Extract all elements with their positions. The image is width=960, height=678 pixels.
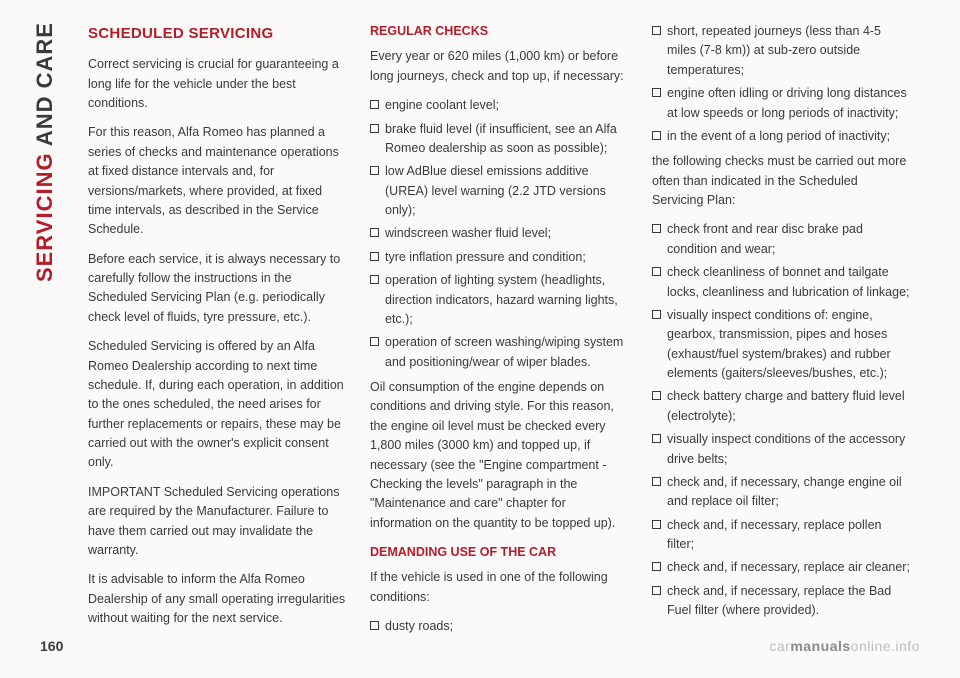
square-bullet-icon: [652, 562, 661, 571]
bullet-item: check and, if necessary, change engine o…: [652, 473, 910, 512]
bullet-item: check front and rear disc brake pad cond…: [652, 220, 910, 259]
square-bullet-icon: [652, 267, 661, 276]
bullet-item: low AdBlue diesel emissions additive (UR…: [370, 162, 628, 220]
bullet-item: engine coolant level;: [370, 96, 628, 115]
square-bullet-icon: [652, 586, 661, 595]
page: SERVICING AND CARE SCHEDULED SERVICING C…: [0, 0, 960, 678]
bullet-text: dusty roads;: [385, 617, 628, 636]
bullet-item: operation of lighting system (headlights…: [370, 271, 628, 329]
heading-demanding-use: DEMANDING USE OF THE CAR: [370, 543, 628, 562]
square-bullet-icon: [652, 26, 661, 35]
page-number: 160: [40, 638, 63, 654]
column-3: short, repeated journeys (less than 4-5 …: [652, 22, 910, 641]
watermark-part: car: [769, 638, 790, 654]
bullet-item: brake fluid level (if insufficient, see …: [370, 120, 628, 159]
bullet-item: engine often idling or driving long dist…: [652, 84, 910, 123]
intro-text: the following checks must be carried out…: [652, 152, 910, 210]
square-bullet-icon: [652, 131, 661, 140]
heading-regular-checks: REGULAR CHECKS: [370, 22, 628, 41]
para: IMPORTANT Scheduled Servicing operations…: [88, 483, 346, 561]
watermark: carmanualsonline.info: [769, 638, 920, 654]
column-1: SCHEDULED SERVICING Correct servicing is…: [88, 22, 346, 641]
bullet-text: check and, if necessary, replace the Bad…: [667, 582, 910, 621]
bullet-text: low AdBlue diesel emissions additive (UR…: [385, 162, 628, 220]
bullet-text: engine often idling or driving long dist…: [667, 84, 910, 123]
bullet-item: check and, if necessary, replace pollen …: [652, 516, 910, 555]
bullet-text: in the event of a long period of inactiv…: [667, 127, 910, 146]
bullet-item: check and, if necessary, replace air cle…: [652, 558, 910, 577]
intro-text: If the vehicle is used in one of the fol…: [370, 568, 628, 607]
bullet-item: tyre inflation pressure and condition;: [370, 248, 628, 267]
watermark-part: manuals: [790, 638, 850, 654]
square-bullet-icon: [652, 224, 661, 233]
bullet-item: check and, if necessary, replace the Bad…: [652, 582, 910, 621]
bullet-item: visually inspect conditions of: engine, …: [652, 306, 910, 384]
para: Correct servicing is crucial for guarant…: [88, 55, 346, 113]
square-bullet-icon: [652, 434, 661, 443]
bullet-text: brake fluid level (if insufficient, see …: [385, 120, 628, 159]
bullet-text: visually inspect conditions of the acces…: [667, 430, 910, 469]
square-bullet-icon: [370, 621, 379, 630]
bullet-text: check and, if necessary, replace air cle…: [667, 558, 910, 577]
bullet-text: check and, if necessary, replace pollen …: [667, 516, 910, 555]
para: Scheduled Servicing is offered by an Alf…: [88, 337, 346, 473]
bullet-text: visually inspect conditions of: engine, …: [667, 306, 910, 384]
para: It is advisable to inform the Alfa Romeo…: [88, 570, 346, 628]
square-bullet-icon: [370, 228, 379, 237]
square-bullet-icon: [652, 310, 661, 319]
bullet-text: check cleanliness of bonnet and tailgate…: [667, 263, 910, 302]
heading-scheduled-servicing: SCHEDULED SERVICING: [88, 22, 346, 45]
square-bullet-icon: [652, 391, 661, 400]
bullet-item: operation of screen washing/wiping syste…: [370, 333, 628, 372]
bullet-item: visually inspect conditions of the acces…: [652, 430, 910, 469]
bullet-item: short, repeated journeys (less than 4-5 …: [652, 22, 910, 80]
intro-text: Every year or 620 miles (1,000 km) or be…: [370, 47, 628, 86]
bullet-text: operation of lighting system (headlights…: [385, 271, 628, 329]
bullet-text: short, repeated journeys (less than 4-5 …: [667, 22, 910, 80]
bullet-text: check and, if necessary, change engine o…: [667, 473, 910, 512]
bullet-item: in the event of a long period of inactiv…: [652, 127, 910, 146]
section-tab: SERVICING AND CARE: [32, 22, 58, 282]
square-bullet-icon: [370, 124, 379, 133]
bullet-text: operation of screen washing/wiping syste…: [385, 333, 628, 372]
square-bullet-icon: [370, 337, 379, 346]
square-bullet-icon: [370, 166, 379, 175]
square-bullet-icon: [652, 520, 661, 529]
square-bullet-icon: [652, 477, 661, 486]
para: Before each service, it is always necess…: [88, 250, 346, 328]
bullet-text: tyre inflation pressure and condition;: [385, 248, 628, 267]
section-tab-accent: SERVICING: [32, 152, 57, 282]
square-bullet-icon: [652, 88, 661, 97]
bullet-text: windscreen washer fluid level;: [385, 224, 628, 243]
square-bullet-icon: [370, 252, 379, 261]
square-bullet-icon: [370, 100, 379, 109]
column-2: REGULAR CHECKS Every year or 620 miles (…: [370, 22, 628, 641]
bullet-text: check front and rear disc brake pad cond…: [667, 220, 910, 259]
bullet-text: engine coolant level;: [385, 96, 628, 115]
bullet-text: check battery charge and battery fluid l…: [667, 387, 910, 426]
bullet-item: check battery charge and battery fluid l…: [652, 387, 910, 426]
bullet-item: dusty roads;: [370, 617, 628, 636]
content-columns: SCHEDULED SERVICING Correct servicing is…: [88, 22, 910, 641]
watermark-part: online.info: [851, 638, 920, 654]
para: For this reason, Alfa Romeo has planned …: [88, 123, 346, 239]
bullet-item: check cleanliness of bonnet and tailgate…: [652, 263, 910, 302]
section-tab-rest: AND CARE: [32, 22, 57, 152]
bullet-item: windscreen washer fluid level;: [370, 224, 628, 243]
square-bullet-icon: [370, 275, 379, 284]
para: Oil consumption of the engine depends on…: [370, 378, 628, 533]
